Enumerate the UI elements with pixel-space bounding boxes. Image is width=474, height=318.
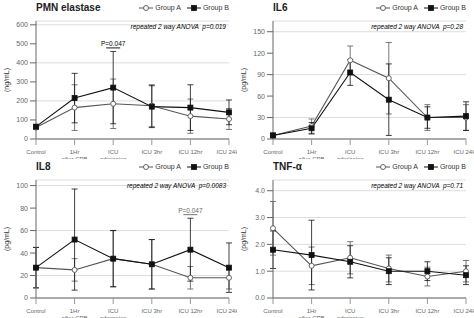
svg-text:20: 20 [20, 272, 28, 279]
svg-text:30: 30 [257, 114, 265, 121]
svg-text:Control: Control [26, 149, 45, 155]
svg-text:40: 40 [20, 250, 28, 257]
html-text:repeated 2 way ANOVA p=0.0083: repeated 2 way ANOVA p=0.0083 [126, 182, 226, 189]
svg-text:4.0: 4.0 [255, 187, 265, 194]
html-text:TNF-α: TNF-α [273, 161, 302, 172]
svg-text:Control: Control [263, 149, 282, 155]
html-text:Group B: Group B [439, 4, 466, 11]
html-text:Group B: Group B [439, 163, 466, 170]
svg-text:1Hrafter CPB: 1Hrafter CPB [299, 308, 325, 318]
svg-text:0: 0 [261, 135, 265, 142]
svg-text:ICU 3hr: ICU 3hr [378, 149, 399, 155]
svg-text:1Hrafter CPB: 1Hrafter CPB [62, 149, 88, 159]
svg-text:ICUadmission: ICUadmission [100, 308, 127, 318]
html-text:Group A: Group A [155, 4, 181, 11]
svg-text:3.0: 3.0 [255, 214, 265, 221]
html-text:Group A: Group A [392, 4, 418, 11]
svg-text:ICU 3hr: ICU 3hr [141, 308, 162, 314]
svg-text:100: 100 [16, 182, 28, 189]
svg-text:P=0.047: P=0.047 [101, 40, 126, 47]
svg-text:120: 120 [253, 50, 265, 57]
svg-text:300: 300 [16, 78, 28, 85]
svg-text:ICU 3hr: ICU 3hr [378, 308, 399, 314]
svg-text:0.0: 0.0 [255, 294, 265, 301]
svg-text:90: 90 [257, 71, 265, 78]
svg-text:ICUadmission: ICUadmission [337, 308, 364, 318]
svg-text:60: 60 [257, 93, 265, 100]
html-text:IL6: IL6 [273, 2, 288, 13]
html-text:repeated 2 way ANOVA p=0.28: repeated 2 way ANOVA p=0.28 [371, 23, 463, 30]
svg-text:2.0: 2.0 [255, 241, 265, 248]
svg-text:Control: Control [263, 308, 282, 314]
svg-text:0: 0 [24, 294, 28, 301]
svg-text:80: 80 [20, 205, 28, 212]
svg-text:ICU 12hr: ICU 12hr [178, 149, 202, 155]
svg-text:1Hrafter CPB: 1Hrafter CPB [299, 149, 325, 159]
html-text:Group B: Group B [202, 163, 229, 170]
svg-text:ICU 24Hr: ICU 24Hr [453, 308, 466, 314]
svg-text:(pg/mL): (pg/mL) [8, 227, 11, 251]
svg-text:500: 500 [16, 40, 28, 47]
svg-text:ICUadmission: ICUadmission [100, 149, 127, 159]
svg-text:ICU 24Hr: ICU 24Hr [453, 149, 466, 155]
svg-text:400: 400 [16, 59, 28, 66]
html-text:IL8: IL8 [36, 161, 51, 172]
html-text:repeated 2 way ANOVA p=0.71: repeated 2 way ANOVA p=0.71 [371, 182, 463, 189]
svg-text:(pg/mL): (pg/mL) [240, 68, 248, 92]
svg-text:150: 150 [253, 28, 265, 35]
svg-text:200: 200 [16, 97, 28, 104]
svg-text:(pg/mL): (pg/mL) [240, 227, 248, 251]
html-text:repeated 2 way ANOVA p=0.019: repeated 2 way ANOVA p=0.019 [130, 23, 226, 30]
svg-text:ICUadmission: ICUadmission [337, 149, 364, 159]
svg-text:600: 600 [16, 21, 28, 28]
html-text:Group A: Group A [155, 163, 181, 170]
svg-text:1Hrafter CPB: 1Hrafter CPB [62, 308, 88, 318]
svg-text:60: 60 [20, 227, 28, 234]
svg-text:P=0.047: P=0.047 [178, 207, 203, 214]
svg-text:ICU 24Hr: ICU 24Hr [216, 149, 237, 155]
svg-text:100: 100 [16, 116, 28, 123]
svg-text:ICU 12hr: ICU 12hr [415, 149, 439, 155]
svg-text:ICU 12hr: ICU 12hr [178, 308, 202, 314]
svg-text:(ng/mL): (ng/mL) [8, 68, 11, 92]
svg-text:ICU 12hr: ICU 12hr [415, 308, 439, 314]
svg-text:0: 0 [24, 135, 28, 142]
svg-text:ICU 24Hr: ICU 24Hr [216, 308, 237, 314]
svg-text:1.0: 1.0 [255, 268, 265, 275]
html-text:PMN elastase: PMN elastase [36, 2, 101, 13]
html-text:Group A: Group A [392, 163, 418, 170]
svg-text:Control: Control [26, 308, 45, 314]
svg-text:ICU 3hr: ICU 3hr [141, 149, 162, 155]
html-text:Group B: Group B [202, 4, 229, 11]
